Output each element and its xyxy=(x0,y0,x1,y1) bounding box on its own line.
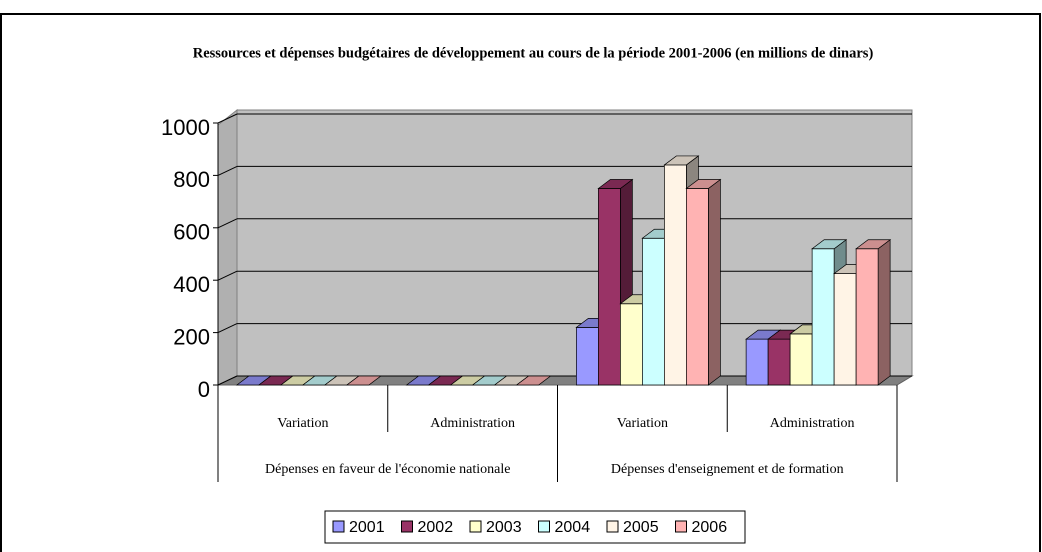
bar-front xyxy=(686,188,709,386)
bar-front xyxy=(811,248,835,386)
bar-front xyxy=(789,333,813,386)
legend-label: 2004 xyxy=(555,519,591,536)
bar-front xyxy=(767,338,791,386)
y-tick-label: 800 xyxy=(173,167,210,192)
bar-side xyxy=(877,239,891,386)
grid-line-side xyxy=(217,270,238,281)
x-tick-label: Variation xyxy=(277,416,328,431)
bar-top xyxy=(345,375,382,386)
bar-top xyxy=(597,179,634,189)
bar-front xyxy=(664,164,687,386)
legend-label: 2006 xyxy=(692,519,728,536)
grid-line-side xyxy=(217,218,238,229)
legend-label: 2003 xyxy=(486,519,522,536)
grid-line-side xyxy=(217,165,238,176)
legend-swatch xyxy=(401,520,413,533)
bar xyxy=(855,239,892,386)
bar-front xyxy=(855,248,879,386)
bar xyxy=(345,375,382,386)
x-tick-label: Administration xyxy=(770,416,855,431)
chart-title: Ressources et dépenses budgétaires de dé… xyxy=(193,45,874,61)
legend-swatch xyxy=(606,520,619,533)
bar-top xyxy=(515,375,552,386)
legend-label: 2002 xyxy=(418,519,454,536)
bar-front xyxy=(833,273,857,386)
bar-top xyxy=(855,239,892,250)
bar-front xyxy=(598,188,621,386)
bar-front xyxy=(745,338,769,386)
bar-front xyxy=(642,237,665,386)
bar-top xyxy=(811,239,848,250)
bar-side xyxy=(708,178,721,386)
grid-line-side xyxy=(217,323,238,334)
y-tick-label: 600 xyxy=(173,220,210,245)
legend-swatch xyxy=(538,520,550,533)
bar-front xyxy=(576,327,599,386)
group-label: Dépenses en faveur de l'économie nationa… xyxy=(265,462,510,477)
side-wall xyxy=(217,108,238,386)
x-tick-label: Administration xyxy=(430,416,515,431)
legend-swatch xyxy=(675,520,687,533)
legend-label: 2001 xyxy=(349,519,385,536)
legend-swatch xyxy=(469,520,482,533)
y-tick-label: 1000 xyxy=(161,115,210,140)
legend-label: 2005 xyxy=(623,519,659,536)
bar-front xyxy=(620,303,643,386)
legend-swatch xyxy=(332,520,345,533)
group-label: Dépenses d'enseignement et de formation xyxy=(611,462,844,477)
bar-top xyxy=(685,179,722,189)
y-tick-label: 0 xyxy=(198,377,210,402)
grid-line-side xyxy=(217,375,238,386)
y-tick-label: 400 xyxy=(173,272,210,297)
y-tick-label: 200 xyxy=(173,324,210,349)
bar xyxy=(515,375,552,386)
bar xyxy=(685,178,722,386)
x-tick-label: Variation xyxy=(617,416,668,431)
bar-top xyxy=(663,155,700,166)
grid-line-side xyxy=(217,113,238,124)
